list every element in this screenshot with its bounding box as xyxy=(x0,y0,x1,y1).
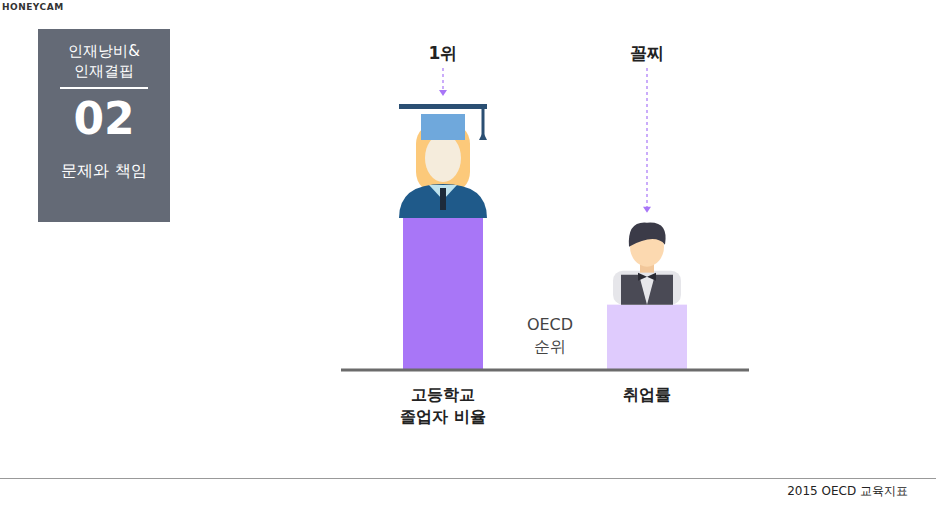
html-text:OECD: OECD xyxy=(526,315,574,334)
html-text:2015 OECD 교육지표: 2015 OECD 교육지표 xyxy=(787,484,908,498)
svg-text:취업률: 취업률 xyxy=(623,385,671,404)
svg-text:꼴찌: 꼴찌 xyxy=(630,43,664,63)
svg-text:고등학교: 고등학교 xyxy=(411,385,475,404)
html-text:02: 02 xyxy=(73,93,135,144)
svg-text:1위: 1위 xyxy=(429,43,458,63)
html-text:순위: 순위 xyxy=(534,337,566,356)
html-text:문제와 책임: 문제와 책임 xyxy=(61,161,147,180)
html-text:인재낭비&: 인재낭비& xyxy=(68,42,140,60)
svg-text:졸업자 비율: 졸업자 비율 xyxy=(400,407,486,426)
html-text:인재결핍: 인재결핍 xyxy=(74,62,134,80)
html-text:HONEYCAM: HONEYCAM xyxy=(2,2,64,12)
